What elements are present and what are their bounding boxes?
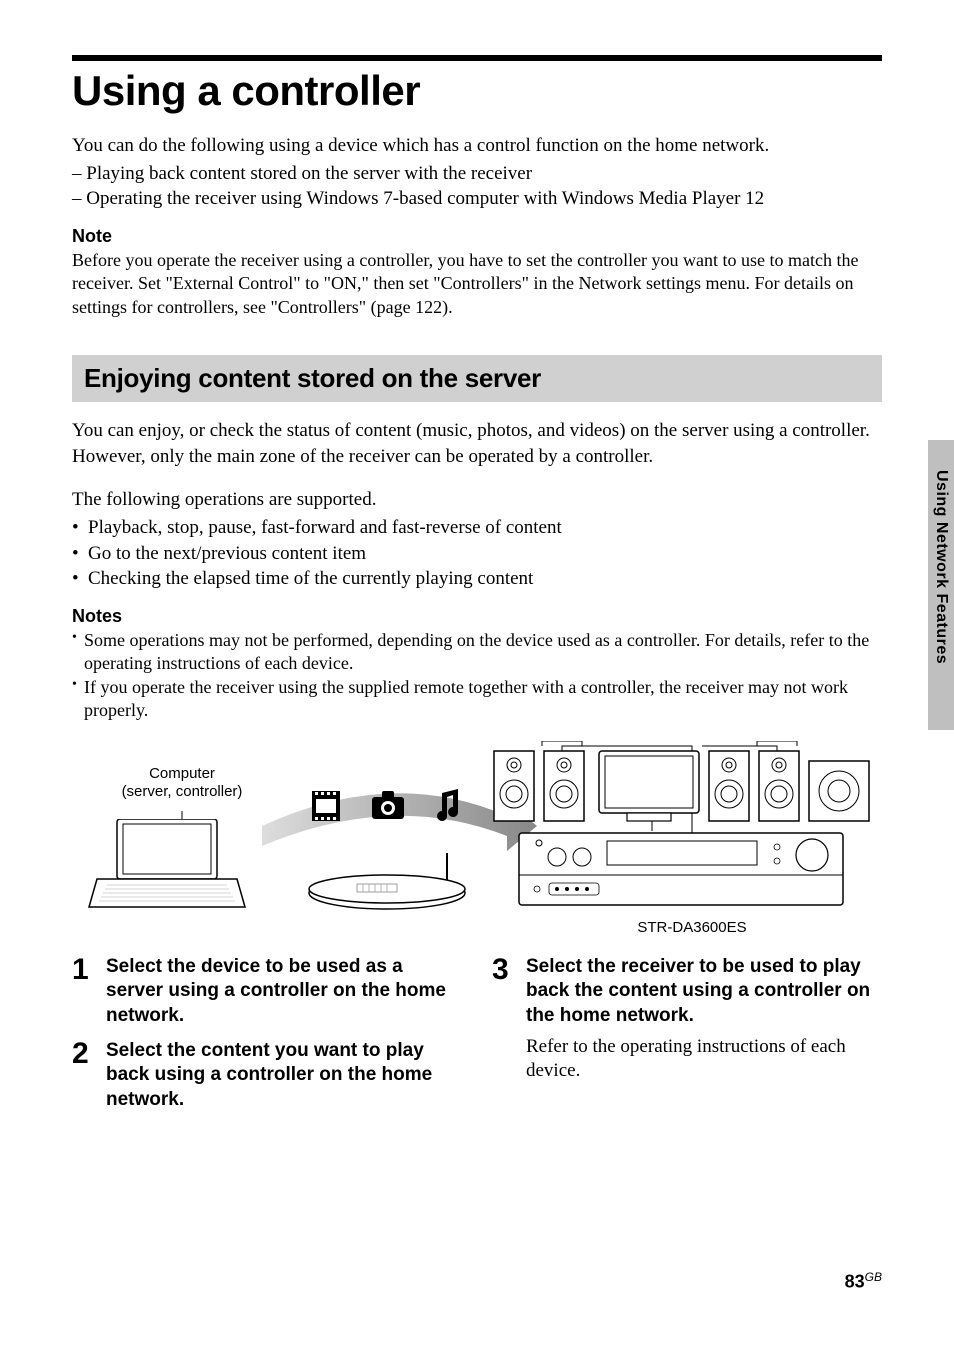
- tv-icon: [597, 749, 702, 824]
- page-region: GB: [865, 1270, 882, 1284]
- step-1: 1 Select the device to be used as a serv…: [72, 955, 462, 1029]
- section-heading: Enjoying content stored on the server: [84, 363, 870, 394]
- speaker-pair-left: [492, 749, 592, 824]
- operations-list: Playback, stop, pause, fast-forward and …: [72, 515, 882, 592]
- section-p2: The following operations are supported.: [72, 487, 882, 513]
- note-item-1: Some operations may not be performed, de…: [72, 629, 882, 676]
- model-label: STR-DA3600ES: [602, 919, 782, 937]
- step-3-title: Select the receiver to be used to play b…: [526, 955, 882, 1029]
- section-p1: You can enjoy, or check the status of co…: [72, 418, 882, 469]
- bullet-2: Go to the next/previous content item: [72, 541, 882, 567]
- intro-dash-2: – Operating the receiver using Windows 7…: [72, 186, 882, 212]
- steps-wrap: 1 Select the device to be used as a serv…: [72, 955, 882, 1123]
- network-diagram: Computer (server, controller): [72, 741, 882, 941]
- laptop-icon: [87, 819, 247, 914]
- step-3-num: 3: [492, 955, 526, 1084]
- main-title: Using a controller: [72, 67, 882, 115]
- step-3-body: Refer to the operating instructions of e…: [526, 1035, 882, 1084]
- intro-dash-1: – Playing back content stored on the ser…: [72, 161, 882, 187]
- media-icons: [302, 789, 502, 829]
- page-number: 83GB: [845, 1270, 882, 1292]
- note-body-1: Before you operate the receiver using a …: [72, 249, 882, 319]
- router-icon: [307, 853, 477, 913]
- note-heading-1: Note: [72, 226, 882, 247]
- step-2-num: 2: [72, 1039, 106, 1113]
- page-content: Using a controller You can do the follow…: [0, 0, 954, 1163]
- bullet-3: Checking the elapsed time of the current…: [72, 566, 882, 592]
- note-item-2: If you operate the receiver using the su…: [72, 676, 882, 723]
- speaker-pair-right: [707, 749, 877, 824]
- notes-list: Some operations may not be performed, de…: [72, 629, 882, 723]
- step-1-num: 1: [72, 955, 106, 1029]
- page-number-value: 83: [845, 1271, 865, 1291]
- intro-lead: You can do the following using a device …: [72, 133, 882, 159]
- step-2-title: Select the content you want to play back…: [106, 1039, 462, 1113]
- top-rule: [72, 55, 882, 61]
- side-tab-text: Using Network Features: [932, 470, 950, 664]
- steps-col-left: 1 Select the device to be used as a serv…: [72, 955, 462, 1123]
- receiver-icon: [517, 831, 847, 911]
- bullet-1: Playback, stop, pause, fast-forward and …: [72, 515, 882, 541]
- steps-col-right: 3 Select the receiver to be used to play…: [492, 955, 882, 1123]
- notes-heading-2: Notes: [72, 606, 882, 627]
- section-heading-bar: Enjoying content stored on the server: [72, 355, 882, 402]
- step-1-title: Select the device to be used as a server…: [106, 955, 462, 1029]
- step-2: 2 Select the content you want to play ba…: [72, 1039, 462, 1113]
- step-3: 3 Select the receiver to be used to play…: [492, 955, 882, 1084]
